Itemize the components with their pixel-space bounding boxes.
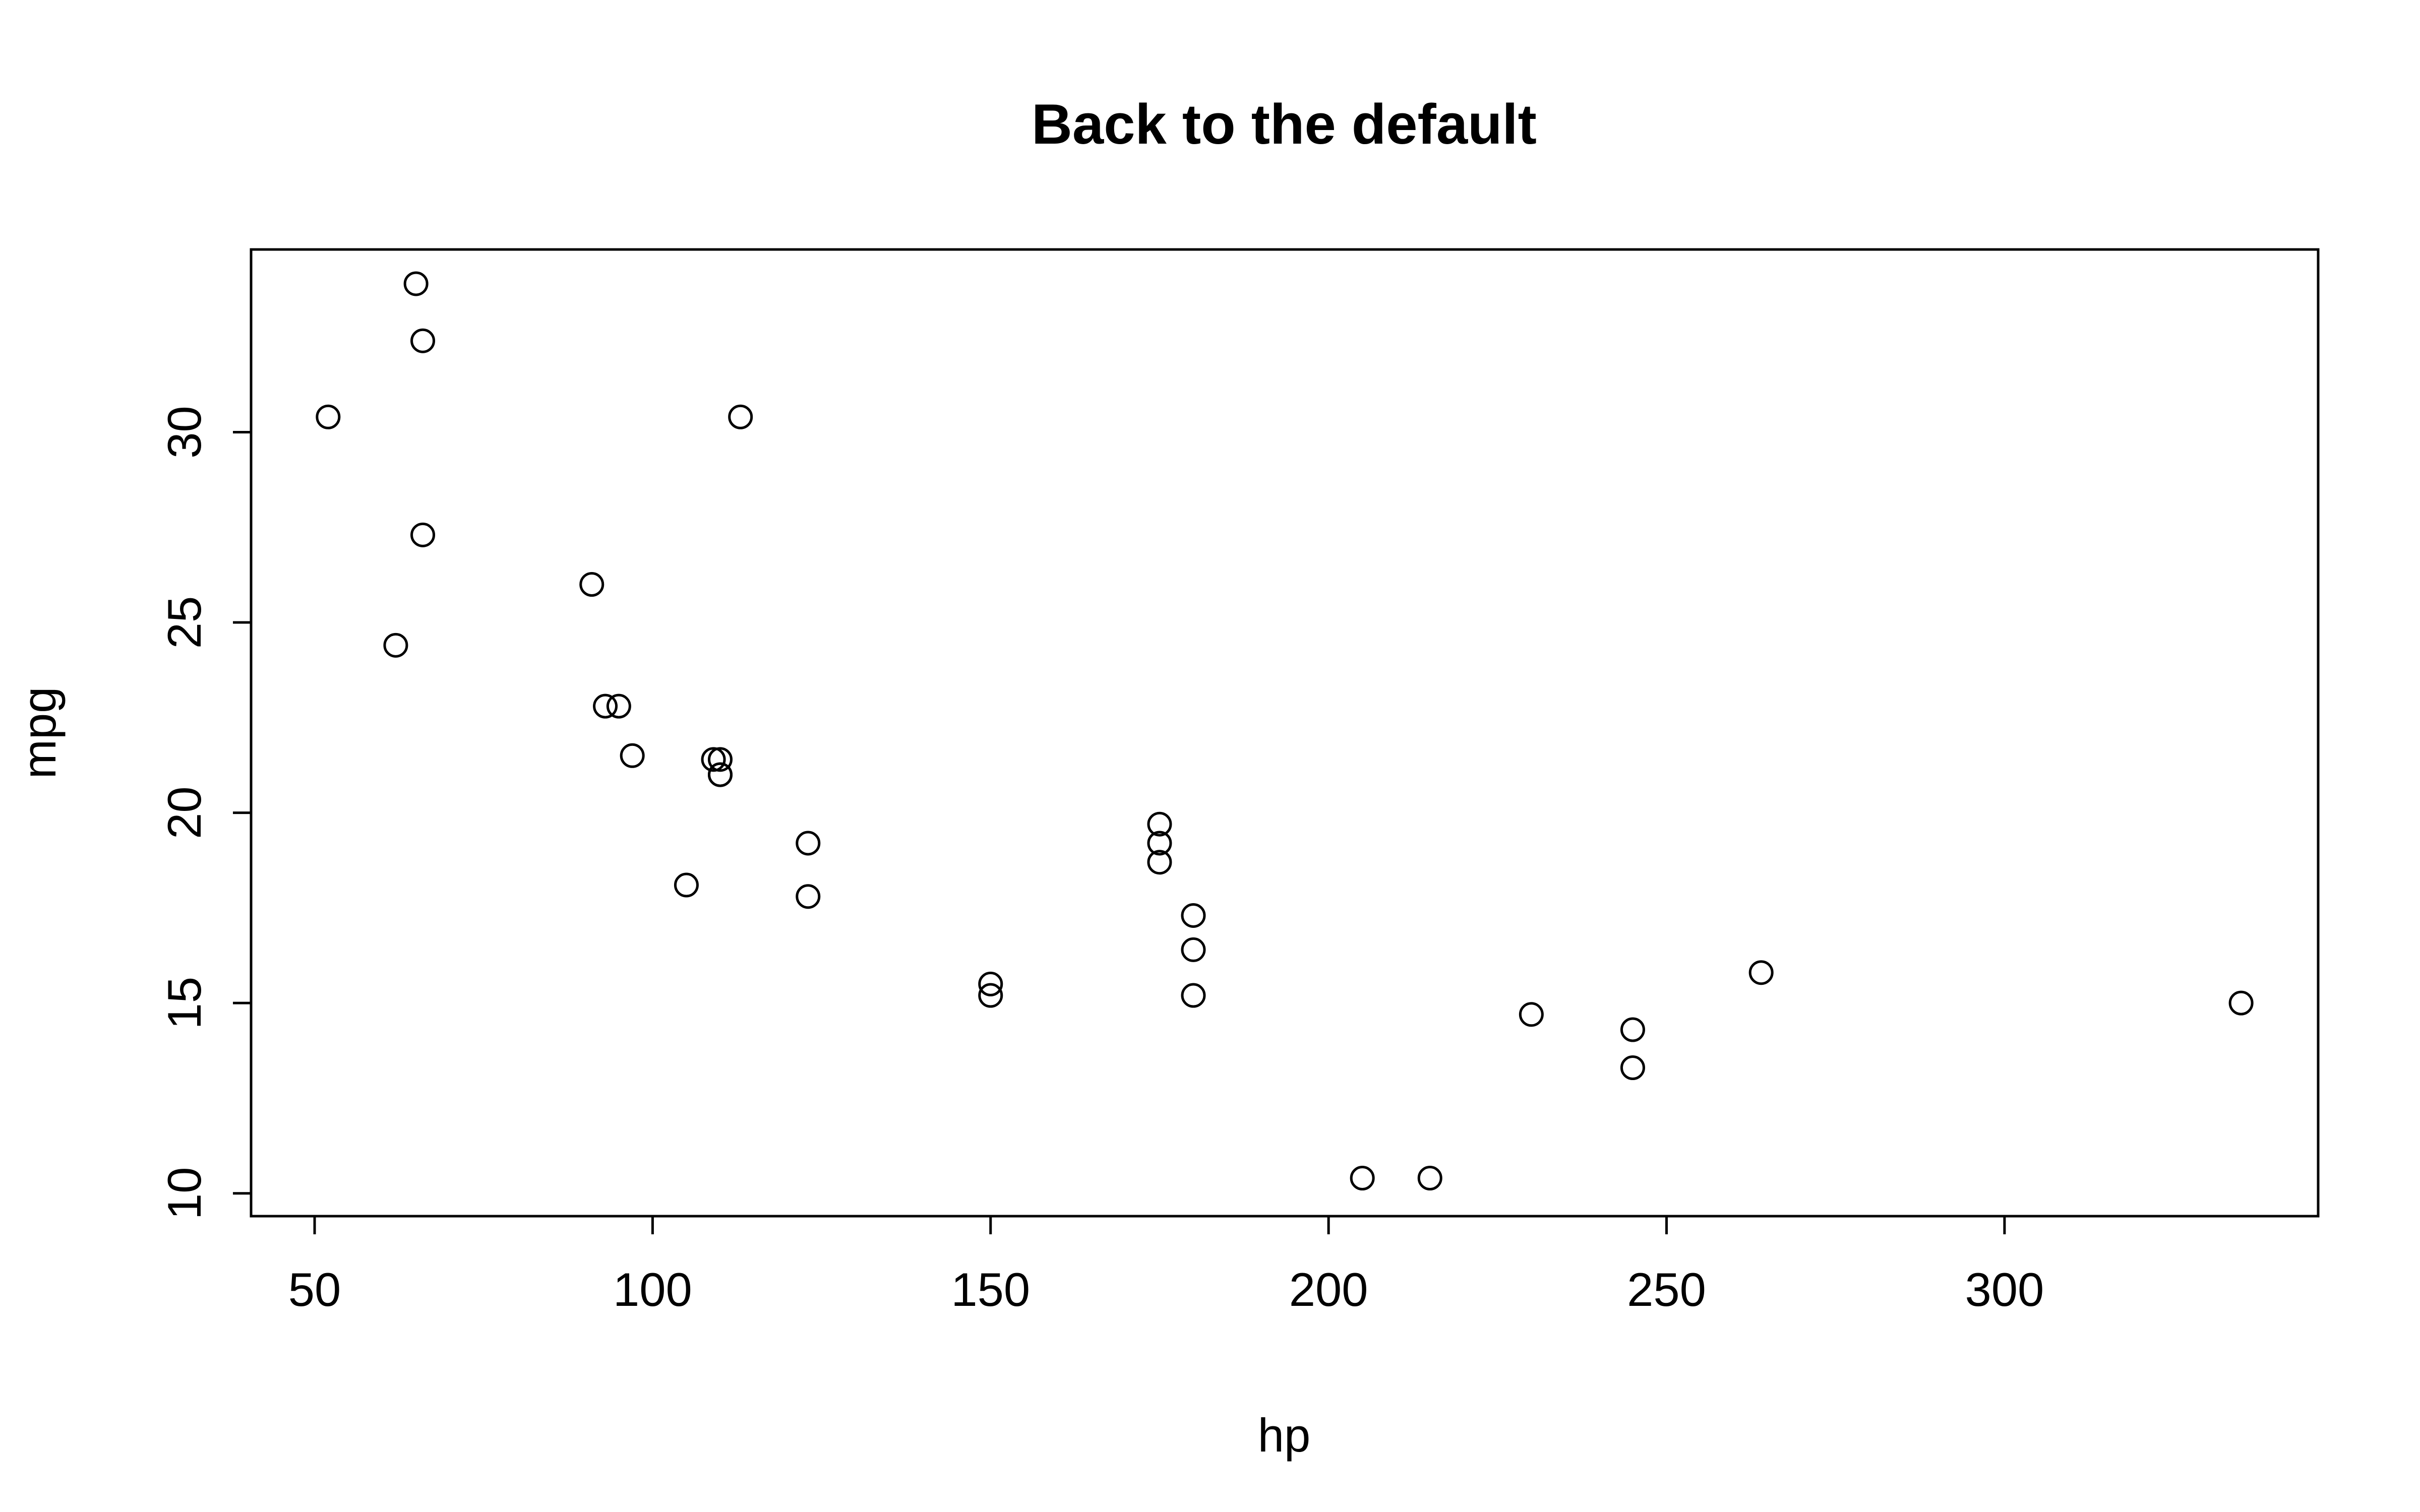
- y-tick-label: 25: [158, 596, 211, 649]
- data-point: [728, 404, 753, 429]
- data-point: [383, 633, 408, 658]
- data-point: [796, 831, 821, 856]
- data-point: [410, 522, 436, 547]
- y-axis: 10 15 20 25 30: [158, 406, 253, 1220]
- data-point: [1519, 1002, 1544, 1027]
- data-point: [1620, 1017, 1645, 1042]
- data-point: [593, 694, 618, 719]
- data-point: [796, 884, 821, 909]
- data-point: [579, 572, 604, 597]
- data-point: [1350, 1165, 1375, 1190]
- data-point: [620, 743, 645, 768]
- data-point: [2228, 990, 2254, 1016]
- data-point: [707, 762, 733, 787]
- data-point: [1748, 960, 1774, 985]
- data-point: [1181, 937, 1206, 962]
- data-point: [1417, 1165, 1442, 1190]
- chart-title: Back to the default: [1032, 93, 1537, 156]
- x-tick-label: 300: [1965, 1263, 2044, 1316]
- x-tick-label: 100: [613, 1263, 692, 1316]
- x-axis: 50 100 150 200 250 300: [288, 1215, 2044, 1316]
- plot-frame: [250, 248, 2320, 1218]
- data-point: [1620, 1055, 1645, 1081]
- data-point: [1181, 903, 1206, 928]
- y-tick-label: 30: [158, 406, 211, 459]
- y-tick-label: 10: [158, 1167, 211, 1220]
- x-tick-label: 250: [1627, 1263, 1706, 1316]
- data-point: [1147, 850, 1172, 875]
- data-point: [1147, 831, 1172, 856]
- y-tick-label: 15: [158, 977, 211, 1030]
- data-point: [978, 983, 1003, 1008]
- data-point: [403, 271, 429, 296]
- x-tick-label: 50: [288, 1263, 341, 1316]
- data-point: [978, 971, 1003, 996]
- data-points: [316, 271, 2254, 1190]
- data-point: [606, 694, 631, 719]
- data-point: [316, 404, 341, 429]
- data-point: [1181, 983, 1206, 1008]
- y-tick-label: 20: [158, 786, 211, 839]
- x-axis-label: hp: [1258, 1409, 1311, 1462]
- data-point: [707, 747, 733, 772]
- x-tick-label: 200: [1289, 1263, 1368, 1316]
- y-axis-label: mpg: [13, 687, 66, 779]
- data-point: [674, 872, 699, 898]
- data-point: [701, 747, 726, 772]
- x-tick-label: 150: [951, 1263, 1030, 1316]
- data-point: [1147, 811, 1172, 837]
- data-point: [410, 328, 436, 353]
